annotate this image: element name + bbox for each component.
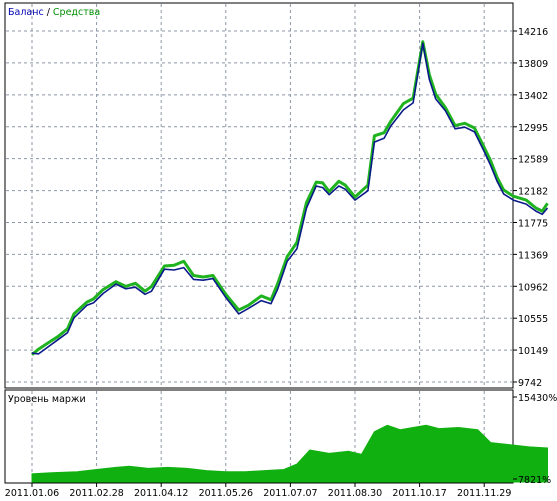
- legend-separator: /: [44, 7, 53, 18]
- margin-level-label: Уровень маржи: [8, 394, 86, 405]
- main-gridlines: [6, 4, 512, 387]
- x-tick-label: 2011.10.17: [392, 488, 446, 499]
- main-series-group: [31, 40, 549, 356]
- margin-y-tick-label: 15430%: [518, 393, 557, 404]
- x-tick-label: 2011.07.07: [263, 488, 317, 499]
- x-tick-label: 2011.05.26: [199, 488, 253, 499]
- y-tick-label: 14216: [518, 27, 548, 38]
- x-tick-label: 2011.01.06: [5, 488, 59, 499]
- y-tick-label: 13402: [518, 91, 548, 102]
- chart-legend: Баланс / Средства: [8, 7, 100, 18]
- x-axis: 2011.01.06 2011.02.28 2011.04.12 2011.05.26…: [5, 483, 511, 499]
- x-tick-label: 2011.08.30: [328, 488, 382, 499]
- y-tick-label: 12589: [518, 155, 548, 166]
- y-axis: 14216 13809 13402 12995 12589 12182 11775 11369…: [513, 27, 548, 389]
- margin-y-axis: 15430% 7821%: [513, 393, 557, 486]
- y-tick-label: 12995: [518, 123, 548, 134]
- balance-line: [31, 42, 549, 355]
- y-tick-label: 10149: [518, 346, 548, 357]
- margin-series-group: [31, 424, 548, 483]
- y-tick-label: 9742: [518, 378, 542, 389]
- main-plot-frame: [4, 2, 514, 389]
- y-tick-label: 11369: [518, 250, 548, 261]
- x-tick-label: 2011.02.28: [69, 488, 123, 499]
- margin-level-area: [31, 424, 548, 483]
- y-tick-label: 13809: [518, 59, 548, 70]
- equity-legend: Средства: [53, 7, 100, 18]
- balance-legend: Баланс: [8, 7, 44, 18]
- y-tick-label: 12182: [518, 187, 548, 198]
- equity-line: [31, 40, 549, 356]
- margin-y-tick-label: 7821%: [518, 475, 551, 486]
- y-tick-label: 11775: [518, 219, 548, 230]
- y-tick-label: 10962: [518, 282, 548, 293]
- x-tick-label: 2011.04.12: [134, 488, 188, 499]
- x-tick-label: 2011.11.29: [457, 488, 511, 499]
- y-tick-label: 10555: [518, 314, 548, 325]
